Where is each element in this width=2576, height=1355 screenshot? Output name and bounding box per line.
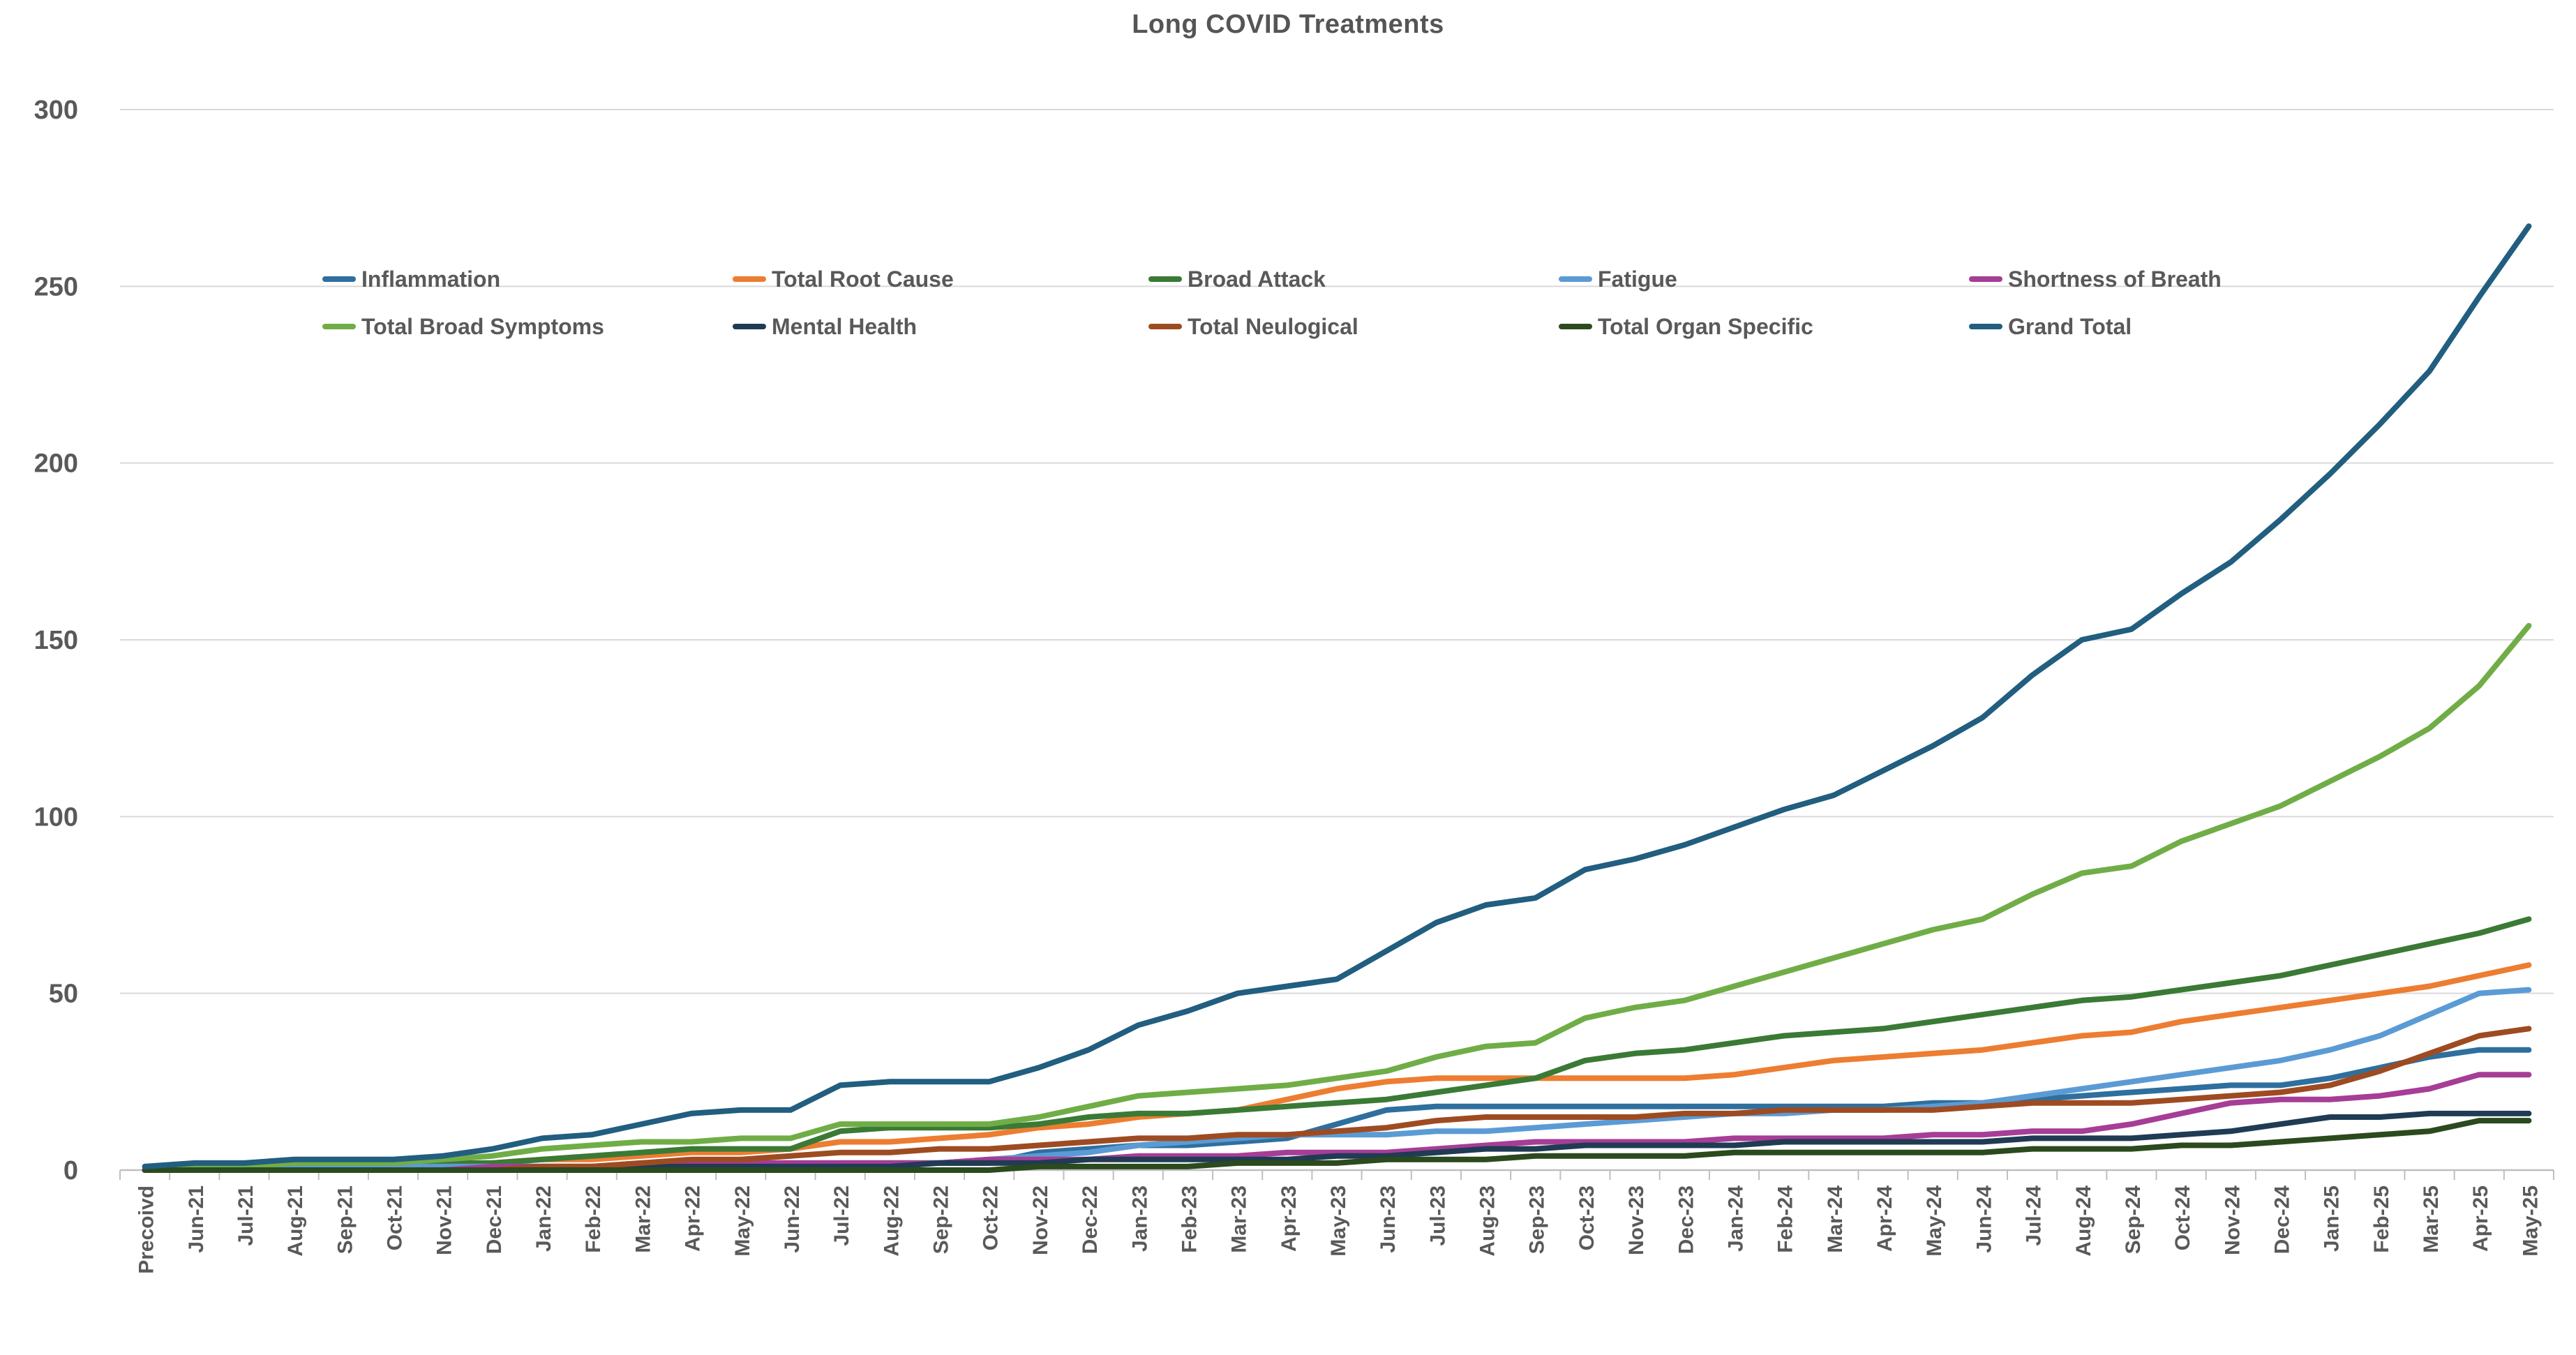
x-tick-label-Oct-22: Oct-22	[980, 1185, 1003, 1250]
x-tick-label-Jul-22: Jul-22	[830, 1185, 853, 1246]
y-tick-label-50: 50	[49, 980, 78, 1009]
legend-label: Fatigue	[1598, 266, 1677, 292]
x-tick-label-May-22: May-22	[731, 1185, 754, 1257]
legend-line-swatch-icon	[733, 276, 766, 282]
x-tick-label-Oct-21: Oct-21	[384, 1185, 407, 1250]
y-tick-label-150: 150	[34, 626, 78, 655]
legend-label: Broad Attack	[1188, 266, 1326, 292]
x-tick-label-Jan-22: Jan-22	[532, 1185, 555, 1252]
x-tick-label-Mar-22: Mar-22	[631, 1185, 654, 1253]
legend-label: Total Organ Specific	[1598, 313, 1813, 339]
legend-item-inflammation[interactable]: Inflammation	[322, 264, 500, 294]
x-tick-label-Apr-24: Apr-24	[1873, 1185, 1896, 1252]
legend-item-fatigue[interactable]: Fatigue	[1559, 264, 1677, 294]
x-tick-label-Jan-23: Jan-23	[1128, 1185, 1151, 1252]
legend-label: Grand Total	[2008, 313, 2132, 339]
x-tick-label-Aug-23: Aug-23	[1476, 1185, 1499, 1257]
x-tick-label-Oct-24: Oct-24	[2171, 1185, 2194, 1251]
series-line-grand-total	[142, 223, 2532, 1169]
x-tick-label-Feb-22: Feb-22	[582, 1185, 605, 1253]
chart-title: Long COVID Treatments	[1132, 10, 1444, 39]
legend-line-swatch-icon	[1148, 324, 1182, 329]
x-axis-labels: Precoivd Jun-21 Jul-21 Aug-21 Sep-21 Oct-21 No…	[135, 1185, 2543, 1274]
x-tick-label-Apr-22: Apr-22	[682, 1185, 705, 1252]
x-tick-label-Jun-22: Jun-22	[781, 1185, 804, 1253]
x-tick-label-Jan-25: Jan-25	[2321, 1185, 2344, 1252]
legend-label: Total Broad Symptoms	[361, 313, 604, 339]
legend-item-broad-attack[interactable]: Broad Attack	[1148, 264, 1326, 294]
y-tick-label-200: 200	[34, 449, 78, 479]
series-line-broad-attack	[142, 916, 2532, 1173]
x-tick-label-Mar-23: Mar-23	[1228, 1185, 1251, 1253]
x-tick-label-Mar-24: Mar-24	[1824, 1185, 1847, 1253]
legend-line-swatch-icon	[322, 276, 356, 282]
x-tick-label-Aug-24: Aug-24	[2072, 1185, 2095, 1257]
x-tick-label-Mar-25: Mar-25	[2420, 1185, 2443, 1253]
legend-item-total-root-cause[interactable]: Total Root Cause	[733, 264, 954, 294]
legend-label: Mental Health	[772, 313, 918, 339]
y-axis-labels: 0 50 100 150 200 250 300	[34, 96, 78, 1185]
legend-line-swatch-icon	[1969, 324, 2002, 329]
x-tick-label-Nov-23: Nov-23	[1625, 1185, 1648, 1255]
x-tick-label-Jun-23: Jun-23	[1377, 1185, 1400, 1253]
legend-item-total-organ-specific[interactable]: Total Organ Specific	[1559, 311, 1813, 342]
x-tick-label-Jul-23: Jul-23	[1426, 1185, 1449, 1246]
y-tick-label-0: 0	[63, 1156, 78, 1185]
legend-item-total-neulogical[interactable]: Total Neulogical	[1148, 311, 1358, 342]
x-tick-label-May-25: May-25	[2519, 1185, 2542, 1257]
y-tick-label-250: 250	[34, 272, 78, 301]
series-line-total-broad-symptoms	[142, 622, 2532, 1173]
legend-label: Shortness of Breath	[2008, 266, 2222, 292]
x-tick-label-Jan-24: Jan-24	[1724, 1185, 1747, 1252]
x-tick-label-Jul-21: Jul-21	[234, 1185, 257, 1246]
legend-line-swatch-icon	[1559, 324, 1592, 329]
legend-item-grand-total[interactable]: Grand Total	[1969, 311, 2132, 342]
x-tick-label-Sep-21: Sep-21	[334, 1185, 357, 1254]
x-tick-label-Precoivd: Precoivd	[135, 1185, 158, 1274]
x-tick-label-Sep-24: Sep-24	[2122, 1185, 2145, 1255]
y-tick-label-300: 300	[34, 96, 78, 125]
legend-line-swatch-icon	[1559, 276, 1592, 282]
legend-line-swatch-icon	[733, 324, 766, 329]
x-tick-label-Dec-21: Dec-21	[483, 1185, 506, 1254]
x-tick-label-Aug-22: Aug-22	[880, 1185, 903, 1257]
x-tick-label-Jun-21: Jun-21	[185, 1185, 208, 1253]
legend-line-swatch-icon	[1148, 276, 1182, 282]
x-tick-label-Apr-23: Apr-23	[1278, 1185, 1301, 1252]
x-tick-label-Nov-22: Nov-22	[1029, 1185, 1052, 1255]
series-lines	[142, 223, 2532, 1173]
x-tick-label-Nov-21: Nov-21	[433, 1185, 456, 1255]
x-tick-label-Dec-22: Dec-22	[1079, 1185, 1102, 1254]
legend-item-mental-health[interactable]: Mental Health	[733, 311, 917, 342]
x-tick-label-Aug-21: Aug-21	[284, 1185, 307, 1257]
x-tick-label-Sep-23: Sep-23	[1526, 1185, 1549, 1254]
legend-item-shortness-of-breath[interactable]: Shortness of Breath	[1969, 264, 2222, 294]
series-line-total-root-cause	[142, 962, 2532, 1173]
legend-label: Inflammation	[361, 266, 501, 292]
x-tick-label-Nov-24: Nov-24	[2221, 1185, 2244, 1255]
legend-line-swatch-icon	[1969, 276, 2002, 282]
x-tick-label-May-23: May-23	[1327, 1185, 1350, 1257]
y-tick-label-100: 100	[34, 802, 78, 832]
legend-label: Total Neulogical	[1188, 313, 1358, 339]
legend-item-total-broad-symptoms[interactable]: Total Broad Symptoms	[322, 311, 604, 342]
x-tick-label-Feb-25: Feb-25	[2370, 1185, 2393, 1253]
x-tick-label-Oct-23: Oct-23	[1575, 1185, 1598, 1250]
x-tick-label-Dec-23: Dec-23	[1675, 1185, 1698, 1254]
x-tick-label-Jun-24: Jun-24	[1972, 1185, 1995, 1253]
x-tick-label-Feb-23: Feb-23	[1178, 1185, 1201, 1253]
legend-label: Total Root Cause	[772, 266, 954, 292]
x-tick-label-Apr-25: Apr-25	[2469, 1185, 2492, 1252]
x-tick-label-Jul-24: Jul-24	[2023, 1185, 2046, 1246]
series-line-total-organ-specific	[142, 1118, 2532, 1173]
x-tick-label-Sep-22: Sep-22	[930, 1185, 953, 1254]
x-tick-label-Dec-24: Dec-24	[2270, 1185, 2293, 1255]
x-tick-label-Feb-24: Feb-24	[1774, 1185, 1797, 1253]
series-line-total-neulogical	[142, 1026, 2532, 1173]
x-tick-label-May-24: May-24	[1923, 1185, 1946, 1257]
legend-line-swatch-icon	[322, 324, 356, 329]
